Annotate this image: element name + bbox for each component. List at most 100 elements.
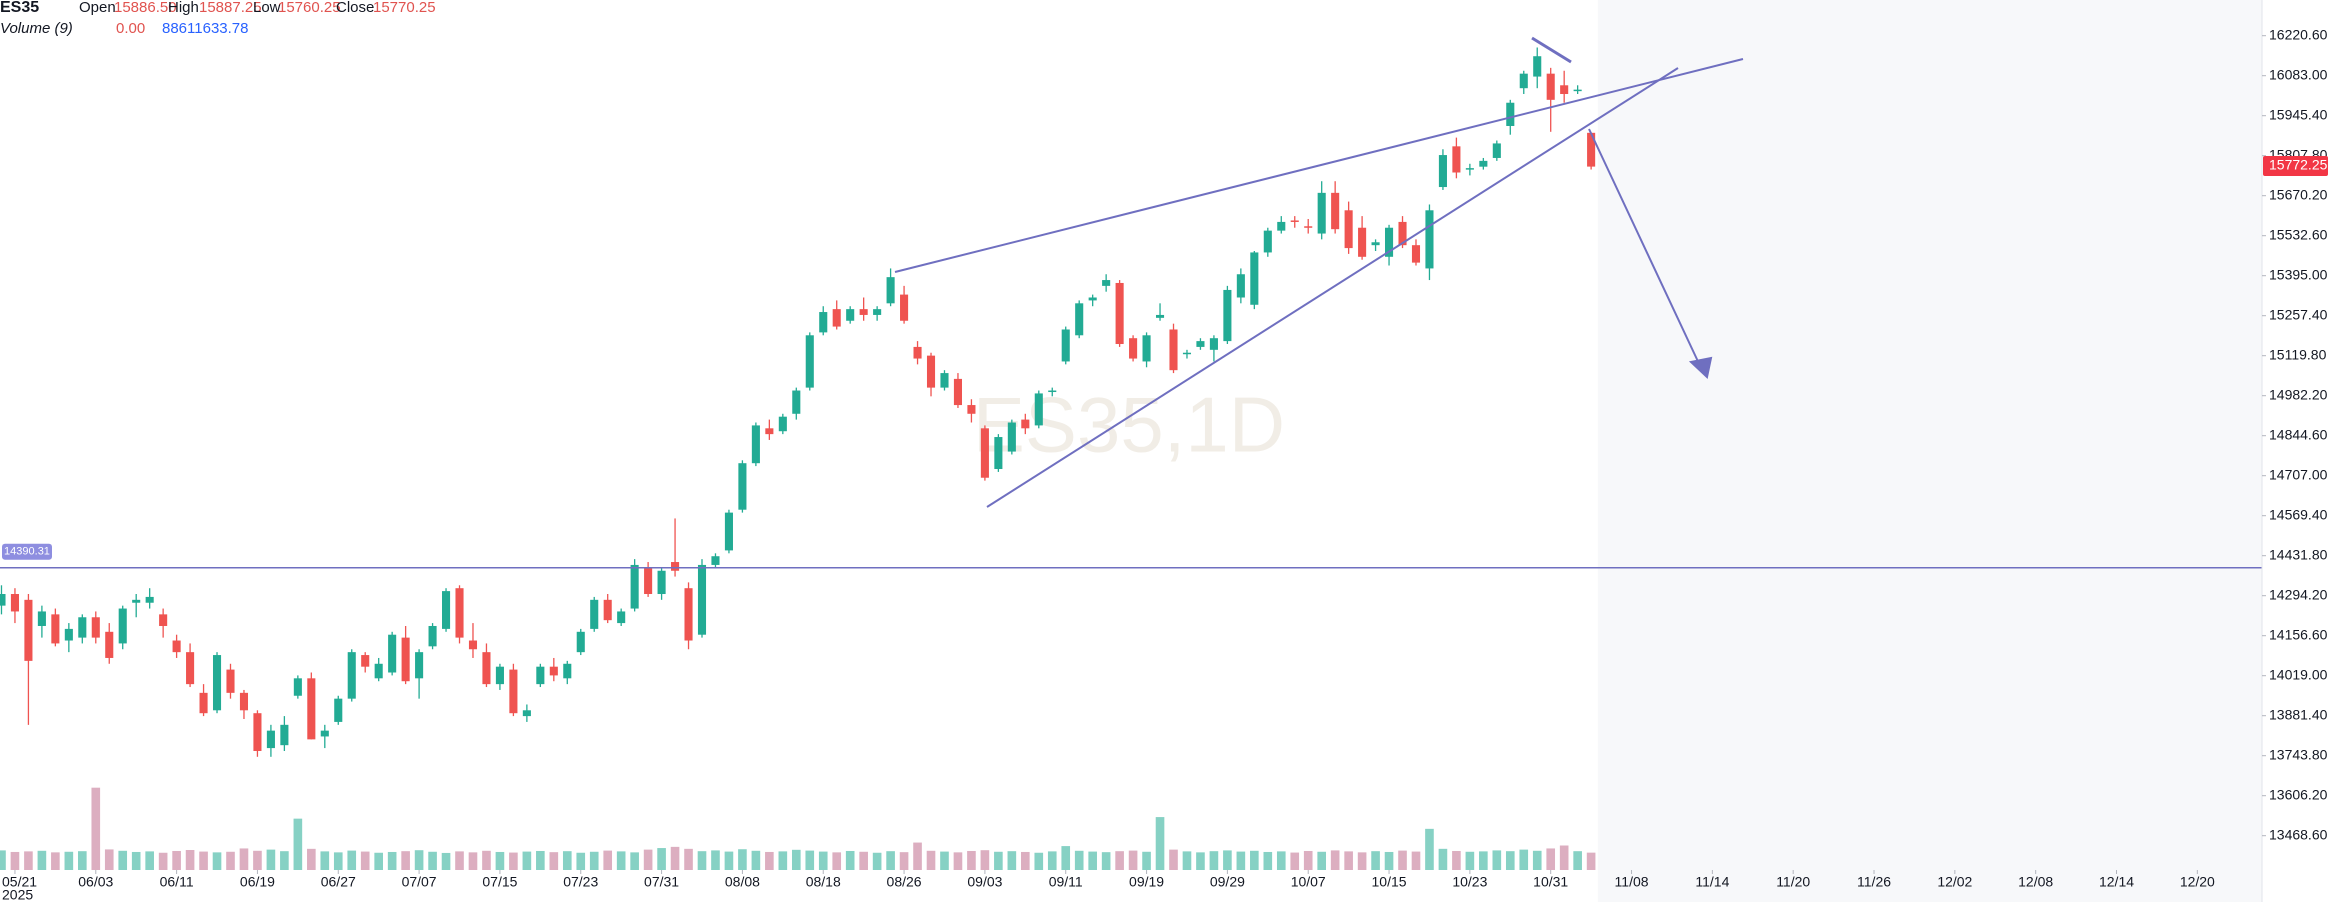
volume-bar <box>455 851 464 870</box>
volume-bar <box>495 851 505 870</box>
candle-body <box>1088 297 1097 301</box>
symbol: ES35 <box>0 0 39 16</box>
candle-body <box>1533 56 1542 77</box>
volume-bar <box>562 851 572 870</box>
volume-bar <box>1290 852 1300 870</box>
volume-bar <box>1317 851 1326 870</box>
volume-bar <box>414 850 424 870</box>
y-tick-label: 14156.60 <box>2269 626 2328 642</box>
volume-bar <box>1546 848 1556 870</box>
x-tick-label: 09/19 <box>1129 874 1164 890</box>
volume-bar <box>751 850 761 870</box>
candle-body <box>1290 220 1299 222</box>
y-tick-label: 16083.00 <box>2269 66 2328 82</box>
candle-body <box>468 640 478 650</box>
volume-bar <box>1061 846 1071 870</box>
candle-body <box>1358 227 1367 257</box>
volume-bar <box>91 787 101 870</box>
candle-body <box>1155 314 1165 318</box>
x-tick-label: 11/20 <box>1776 874 1810 890</box>
volume-bar <box>1559 845 1569 870</box>
candle-body <box>576 631 585 653</box>
x-tick-label: 10/31 <box>1533 874 1568 890</box>
candle-body <box>913 346 922 359</box>
volume-bar <box>482 850 491 870</box>
y-tick-label: 15670.20 <box>2269 186 2328 202</box>
candle-body <box>926 355 936 388</box>
y-tick-label: 15119.80 <box>2269 346 2327 362</box>
candle-body <box>428 625 437 647</box>
volume-bar <box>1573 851 1582 870</box>
volume-bar <box>1101 852 1111 870</box>
candle-body <box>873 309 882 315</box>
volume-bar <box>253 850 262 870</box>
x-tick-label: 07/15 <box>482 874 517 890</box>
candle-body <box>1209 338 1218 350</box>
candle-body <box>1196 341 1205 347</box>
close-value: 15770.25 <box>373 0 436 16</box>
volume-bar <box>1425 828 1434 870</box>
candle-body <box>738 463 747 510</box>
volume-bar <box>1398 850 1407 870</box>
candle-body <box>778 416 787 432</box>
y-tick-label: 14569.40 <box>2269 506 2328 522</box>
candle-body <box>495 666 504 685</box>
candle-body <box>536 666 545 685</box>
last-price-badge <box>2263 156 2328 177</box>
volume-bar <box>293 818 303 870</box>
candle-body <box>832 309 841 327</box>
candle-body <box>415 652 424 679</box>
volume-bar <box>886 851 895 870</box>
volume-bar <box>953 852 963 870</box>
candle-body <box>199 692 208 714</box>
candle-body <box>697 564 707 635</box>
candle-body <box>617 611 626 624</box>
candle-body <box>509 669 518 714</box>
volume-bar <box>131 851 141 870</box>
candle-body <box>266 730 275 749</box>
y-tick-label: 13881.40 <box>2269 706 2328 722</box>
volume-bar <box>118 850 128 870</box>
candle-body <box>455 588 464 638</box>
candle-body <box>1398 221 1407 246</box>
volume-bar <box>522 851 532 870</box>
volume-bar <box>428 851 437 870</box>
candle-body <box>671 562 680 571</box>
volume-bar <box>10 851 20 870</box>
candle-body <box>1385 227 1394 257</box>
candle-body <box>1236 274 1245 298</box>
volume-bar <box>832 852 842 870</box>
candle-body <box>37 611 46 626</box>
volume-bar <box>818 851 828 870</box>
volume-bar <box>1384 851 1394 870</box>
y-tick-label: 14707.00 <box>2269 466 2328 482</box>
volume-bar <box>1196 852 1205 870</box>
volume-bar <box>239 848 249 870</box>
volume-bar <box>1452 850 1461 870</box>
volume-bar <box>374 852 383 870</box>
volume-bar <box>1357 852 1367 870</box>
high-value: 15887.25 <box>199 0 262 16</box>
volume-bar <box>1479 851 1488 870</box>
candle-body <box>132 599 141 603</box>
candle-body <box>1182 352 1192 355</box>
volume-bar <box>1115 851 1124 870</box>
candle-body <box>980 428 989 478</box>
candle-body <box>186 652 195 685</box>
x-tick-label: 08/08 <box>725 874 760 890</box>
volume-bar <box>576 852 586 870</box>
volume-bar <box>307 848 316 870</box>
candle-body <box>1479 160 1488 167</box>
candle-body <box>105 631 114 658</box>
volume-bar <box>1169 849 1178 870</box>
candle-body <box>1519 73 1528 89</box>
candle-body <box>239 692 249 711</box>
volume-bar <box>859 851 868 870</box>
volume-bar <box>64 851 74 870</box>
volume-bar <box>738 849 747 870</box>
candle-body <box>792 390 801 414</box>
candle-body <box>1223 289 1232 342</box>
volume-bar <box>913 842 922 870</box>
x-tick-label: 11/14 <box>1695 874 1729 890</box>
candle-body <box>388 634 397 673</box>
